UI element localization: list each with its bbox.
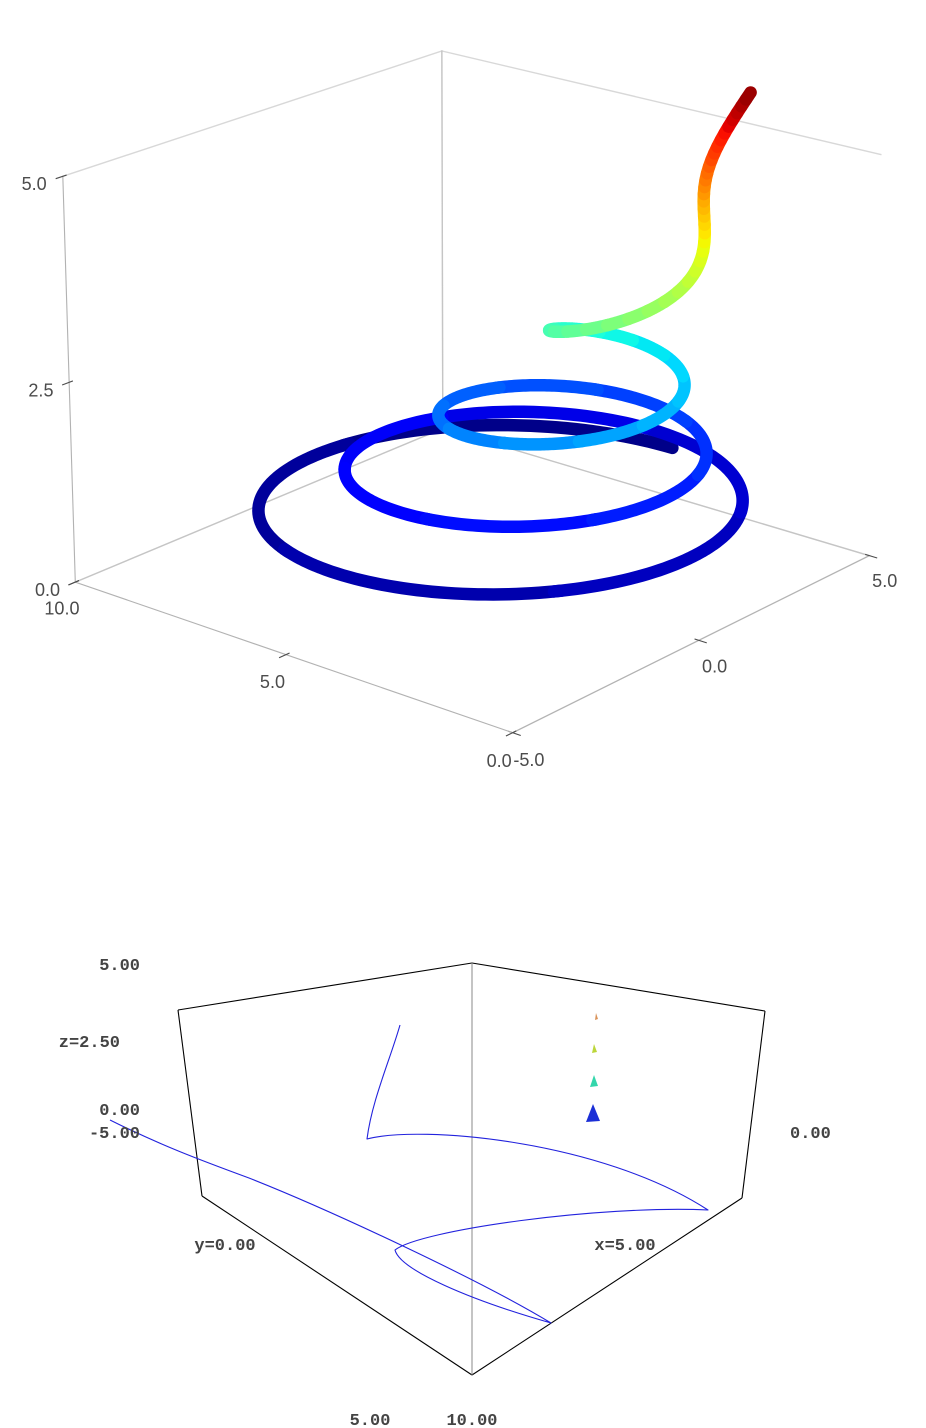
svg-text:10.0: 10.0 (44, 599, 79, 619)
svg-text:y=0.00: y=0.00 (194, 1237, 255, 1256)
svg-text:5.00: 5.00 (99, 957, 140, 976)
svg-text:5.00: 5.00 (350, 1412, 391, 1428)
svg-text:10.00: 10.00 (446, 1412, 497, 1428)
svg-text:0.0: 0.0 (487, 751, 512, 771)
svg-text:-5.00: -5.00 (89, 1125, 140, 1144)
svg-text:0.0: 0.0 (35, 580, 60, 600)
svg-text:0.00: 0.00 (790, 1125, 831, 1144)
svg-text:5.0: 5.0 (872, 571, 897, 591)
svg-text:5.0: 5.0 (260, 672, 285, 692)
svg-text:x=5.00: x=5.00 (594, 1237, 655, 1256)
svg-text:2.5: 2.5 (28, 380, 53, 400)
svg-text:5.0: 5.0 (22, 174, 47, 194)
svg-text:z=2.50: z=2.50 (59, 1034, 120, 1053)
svg-text:0.00: 0.00 (99, 1102, 140, 1121)
svg-text:0.0: 0.0 (702, 656, 727, 676)
svg-text:-5.0: -5.0 (513, 750, 544, 770)
